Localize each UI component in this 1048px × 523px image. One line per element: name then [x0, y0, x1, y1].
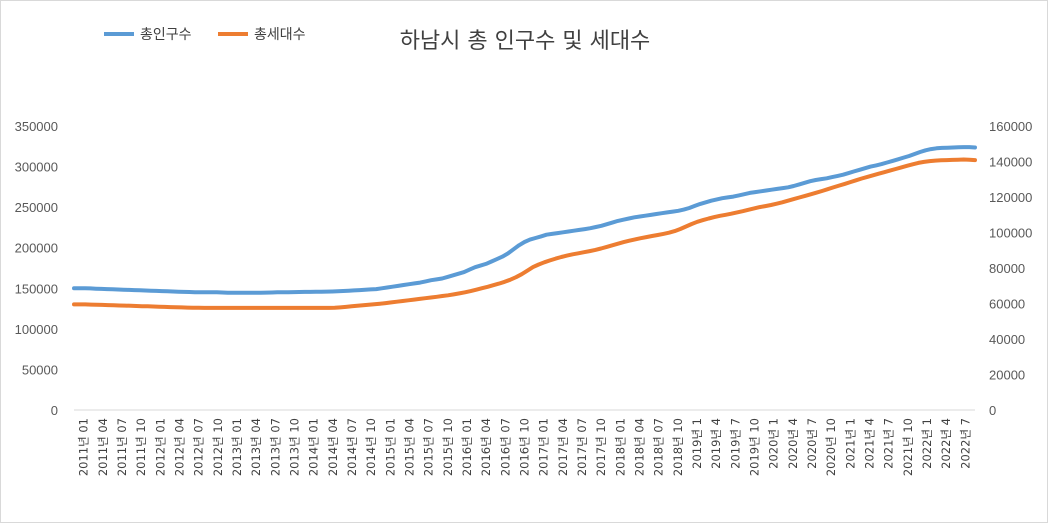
x-tick-label: 2017년 07	[575, 418, 589, 476]
x-tick-label: 2022년 1	[920, 418, 934, 469]
x-tick-label: 2018년 10	[671, 418, 685, 476]
x-tick-label: 2013년 04	[249, 418, 263, 476]
x-tick-label: 2016년 07	[498, 418, 512, 476]
x-tick-label: 2017년 10	[594, 418, 608, 476]
right-tick-label: 0	[989, 403, 996, 418]
x-tick-label: 2020년 10	[824, 418, 838, 476]
right-tick-label: 40000	[989, 332, 1025, 347]
x-tick-label: 2016년 01	[460, 418, 474, 476]
legend-label-population: 총인구수	[140, 27, 192, 43]
x-tick-label: 2020년 1	[767, 418, 781, 469]
x-tick-label: 2021년 1	[843, 418, 857, 469]
x-tick-label: 2021년 4	[863, 418, 877, 469]
series-line-population	[72, 145, 977, 295]
x-tick-label: 2017년 04	[556, 418, 570, 476]
x-tick-label: 2016년 04	[479, 418, 493, 476]
left-tick-label: 150000	[15, 281, 58, 296]
x-tick-label: 2019년 4	[709, 418, 723, 469]
x-tick-label: 2012년 04	[172, 418, 186, 476]
x-tick-label: 2020년 7	[805, 418, 819, 469]
x-tick-label: 2014년 04	[326, 418, 340, 476]
x-tick-label: 2019년 7	[728, 418, 742, 469]
x-tick-label: 2022년 7	[958, 418, 972, 469]
left-tick-label: 0	[51, 403, 58, 418]
right-tick-label: 120000	[989, 190, 1032, 205]
right-axis: 160000 140000 120000 100000 80000 60000 40000 2…	[989, 119, 1032, 418]
left-tick-label: 200000	[15, 241, 58, 256]
plot-area	[72, 145, 977, 310]
right-tick-label: 60000	[989, 297, 1025, 312]
x-tick-label: 2020년 4	[786, 418, 800, 469]
legend-label-households: 총세대수	[254, 27, 306, 43]
right-tick-label: 140000	[989, 155, 1032, 170]
x-tick-label: 2015년 04	[402, 418, 416, 476]
x-tick-label: 2011년 07	[115, 418, 129, 476]
x-tick-label: 2021년 10	[901, 418, 915, 476]
left-axis: 350000 300000 250000 200000 150000 100000 5000…	[15, 119, 58, 418]
x-axis: 2011년 01 2011년 04 2011년 07 2011년 10 2012년 01…	[77, 418, 973, 476]
x-tick-label: 2011년 04	[96, 418, 110, 476]
x-tick-label: 2011년 01	[77, 418, 91, 476]
x-tick-label: 2014년 07	[345, 418, 359, 476]
x-tick-label: 2017년 01	[537, 418, 551, 476]
x-tick-label: 2018년 01	[613, 418, 627, 476]
x-tick-label: 2014년 10	[364, 418, 378, 476]
x-tick-label: 2019년 1	[690, 418, 704, 469]
x-tick-label: 2015년 01	[383, 418, 397, 476]
x-tick-label: 2015년 07	[422, 418, 436, 476]
series-line-households	[72, 157, 977, 310]
x-tick-label: 2021년 7	[882, 418, 896, 469]
left-tick-label: 50000	[22, 362, 58, 377]
x-tick-label: 2013년 01	[230, 418, 244, 476]
x-tick-label: 2016년 10	[518, 418, 532, 476]
left-tick-label: 100000	[15, 322, 58, 337]
x-tick-label: 2011년 10	[134, 418, 148, 476]
x-tick-label: 2015년 10	[441, 418, 455, 476]
right-tick-label: 80000	[989, 261, 1025, 276]
x-tick-label: 2022년 4	[939, 418, 953, 469]
right-tick-label: 160000	[989, 119, 1032, 134]
left-tick-label: 300000	[15, 160, 58, 175]
x-tick-label: 2014년 01	[307, 418, 321, 476]
x-tick-label: 2012년 10	[211, 418, 225, 476]
x-tick-label: 2013년 10	[287, 418, 301, 476]
x-tick-label: 2018년 07	[652, 418, 666, 476]
right-tick-label: 20000	[989, 368, 1025, 383]
x-tick-label: 2018년 04	[633, 418, 647, 476]
right-tick-label: 100000	[989, 226, 1032, 241]
x-tick-label: 2019년 10	[748, 418, 762, 476]
chart-title: 하남시 총 인구수 및 세대수	[400, 29, 651, 54]
left-tick-label: 350000	[15, 119, 58, 134]
legend: 총인구수 총세대수	[104, 27, 306, 43]
left-tick-label: 250000	[15, 200, 58, 215]
x-tick-label: 2013년 07	[268, 418, 282, 476]
x-tick-label: 2012년 01	[153, 418, 167, 476]
x-tick-label: 2012년 07	[192, 418, 206, 476]
